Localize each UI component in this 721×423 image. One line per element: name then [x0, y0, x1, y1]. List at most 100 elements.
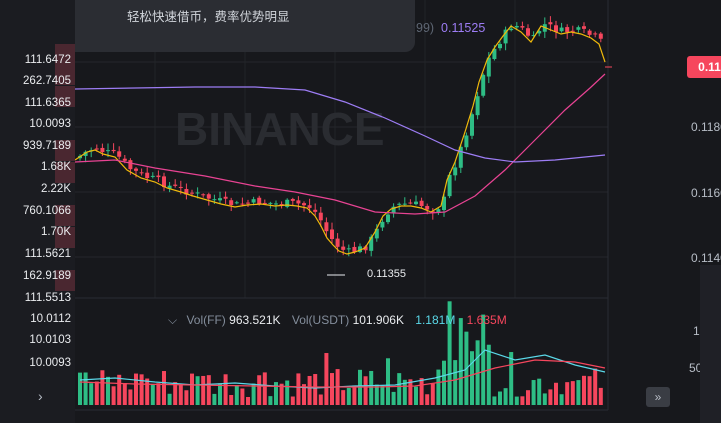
candle	[391, 206, 396, 214]
orderbook-highlight	[55, 86, 75, 107]
scroll-latest-button[interactable]: »	[646, 387, 670, 407]
candle	[526, 28, 530, 36]
promo-toast[interactable]: 轻松快速借币，费率优势明显	[75, 0, 415, 52]
candle	[268, 202, 273, 204]
candle	[184, 188, 189, 195]
volume-bar	[498, 391, 502, 405]
candle	[335, 238, 340, 247]
orderbook-highlight	[55, 44, 75, 65]
volume-bar	[587, 376, 592, 405]
volume-bar	[397, 373, 402, 405]
candle	[363, 246, 368, 251]
candle	[352, 246, 357, 252]
candle	[458, 146, 463, 168]
volume-bar	[307, 375, 312, 405]
volume-bar	[229, 394, 234, 405]
volume-bar	[548, 389, 553, 405]
candle	[162, 176, 166, 188]
volume-bar	[363, 376, 368, 405]
candle	[593, 33, 598, 35]
volume-bar	[458, 318, 463, 405]
orderbook-value: 111.5513	[24, 292, 71, 304]
volume-bar	[537, 378, 542, 405]
volume-bar	[128, 389, 133, 405]
ma25-line	[75, 73, 606, 215]
volume-bar	[212, 393, 217, 405]
volume-bar	[582, 375, 586, 405]
volume-bar	[374, 384, 379, 405]
candle	[156, 175, 161, 178]
candle	[330, 229, 334, 240]
volume-bar	[134, 373, 138, 405]
candle	[94, 148, 99, 150]
candle	[201, 194, 206, 196]
volume-bar	[279, 383, 284, 405]
volume-bar	[408, 379, 413, 405]
candle	[178, 186, 183, 188]
candle	[374, 228, 379, 239]
candle	[83, 151, 88, 156]
volume-bar	[184, 390, 189, 405]
volume-ma2-line	[79, 359, 606, 388]
candle	[419, 200, 424, 207]
candle	[173, 184, 178, 186]
candle	[380, 221, 385, 228]
volume-bar	[223, 374, 228, 405]
candle	[285, 199, 290, 207]
candle	[302, 203, 306, 206]
order-book-column: 111.6472 262.7405 111.6365 10.0093 939.7189 1…	[0, 0, 75, 423]
volume-bar	[290, 396, 295, 405]
volume-bar	[414, 386, 418, 405]
candle	[386, 214, 390, 223]
vol-ma2-value: 1.635M	[466, 313, 507, 327]
candle	[324, 222, 329, 232]
candle	[190, 192, 194, 194]
vol-ff-label: Vol(FF)	[186, 313, 226, 327]
volume-bar	[139, 374, 144, 405]
chevron-down-icon[interactable]: ⌵	[168, 313, 178, 327]
candle	[453, 167, 458, 176]
orderbook-value: 939.7189	[23, 140, 71, 152]
chevron-right-icon[interactable]: ›	[38, 388, 43, 404]
candle	[251, 199, 256, 203]
candle	[514, 25, 519, 28]
volume-bar	[251, 383, 256, 405]
volume-bar	[324, 353, 329, 405]
volume-bar	[274, 382, 278, 405]
volume-bar	[268, 396, 273, 405]
candle	[397, 203, 402, 205]
orderbook-value: 1.68K	[40, 161, 71, 173]
orderbook-highlight	[55, 162, 75, 183]
volume-legend: ⌵ Vol(FF) 963.521K Vol(USDT) 101.906K 1.…	[168, 313, 507, 328]
volume-bar	[234, 385, 239, 405]
volume-bar	[162, 371, 166, 405]
candle	[257, 197, 262, 205]
chart-canvas[interactable]: BINANCE	[75, 0, 721, 423]
current-price-tag: 0.11994	[687, 56, 721, 78]
volume-bar	[246, 396, 250, 405]
volume-bar	[106, 376, 110, 405]
candle	[313, 209, 318, 212]
volume-bar	[402, 379, 407, 405]
volume-bar	[341, 390, 346, 405]
right-side-panel	[700, 265, 721, 423]
candle	[520, 26, 525, 28]
volume-bar	[201, 375, 206, 405]
candle	[318, 212, 323, 221]
price-axis-label: 0.11800	[691, 120, 721, 134]
volume-bar	[593, 368, 598, 405]
candle	[414, 201, 418, 205]
volume-bar	[257, 375, 262, 405]
volume-bar	[156, 383, 161, 405]
candle	[279, 204, 284, 206]
candle	[145, 172, 150, 179]
vol-ff-value: 963.521K	[229, 313, 281, 327]
candle	[290, 198, 295, 201]
candle	[587, 30, 592, 35]
candle	[128, 160, 133, 170]
candle	[122, 158, 127, 161]
ma99-value: 0.11525	[441, 21, 486, 35]
candle	[358, 246, 362, 253]
kline-chart[interactable]: BINANCE 轻松快速借币，费率优势明显 99) 0.11525 0.118 0…	[75, 0, 721, 423]
candle	[100, 147, 105, 153]
